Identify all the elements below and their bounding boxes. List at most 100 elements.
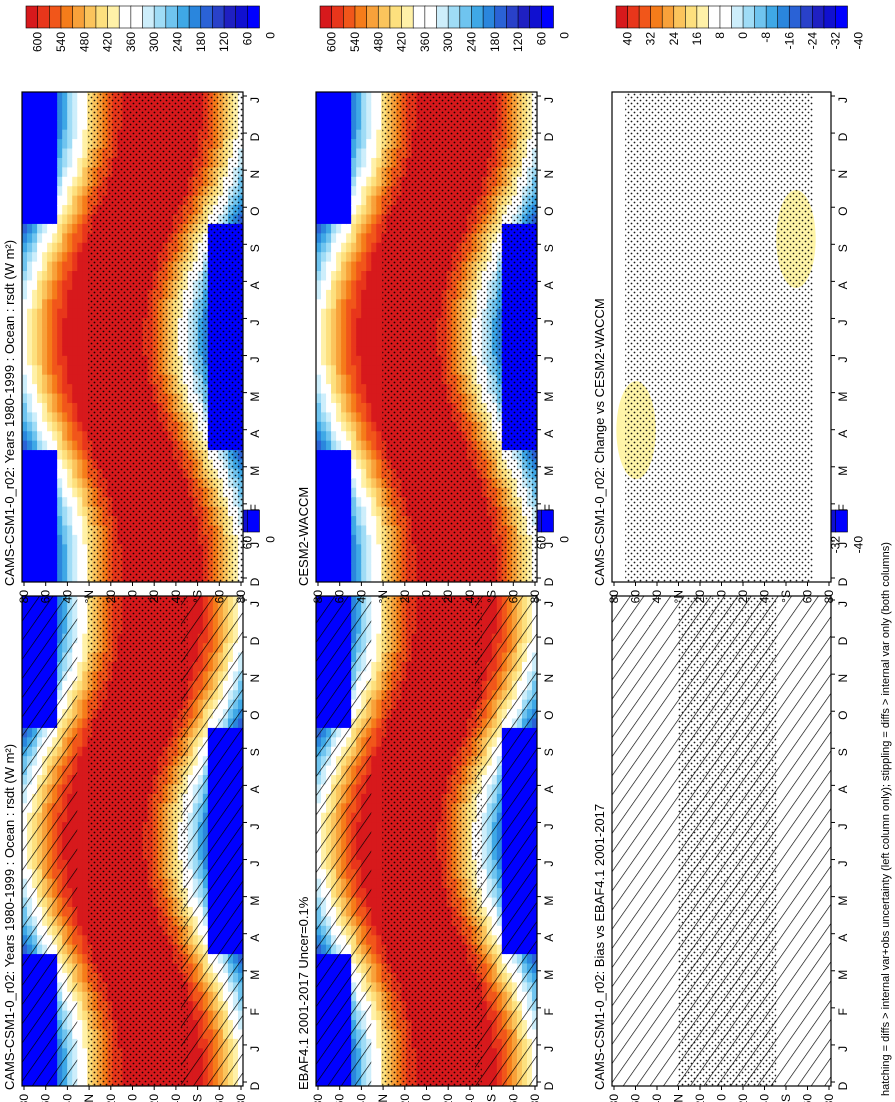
colorbar-tick-label: 600 — [325, 32, 339, 52]
colorbar-swatch — [247, 5, 260, 29]
colorbar-tick-label: 180 — [488, 32, 502, 52]
colorbar-swatch — [60, 5, 74, 29]
lat-tick-label: °S — [191, 1094, 205, 1102]
colorbar-swatch — [354, 5, 368, 29]
colorbar-swatch — [835, 509, 848, 533]
colorbar-swatch — [118, 5, 132, 29]
lat-tick-label: 40 — [60, 590, 74, 604]
colorbar-tick-label: 480 — [371, 32, 385, 52]
colorbar-swatch — [708, 5, 721, 29]
month-tick-label: M — [836, 466, 850, 476]
month-tick-label: M — [248, 970, 262, 980]
colorbar-tick-label: 0 — [558, 32, 572, 39]
lat-tick-label: °N — [82, 1094, 96, 1102]
month-tick-label: M — [542, 970, 556, 980]
panel-title: CAMS-CSM1-0_r02: Bias vs EBAF4.1 2001-20… — [592, 804, 607, 1090]
colorbar-tick-label: 120 — [217, 32, 231, 52]
month-tick-label: A — [248, 934, 262, 942]
lat-tick-label: 60 — [629, 590, 643, 604]
colorbar-swatch — [212, 5, 225, 29]
colorbar-swatch — [424, 5, 438, 29]
colorbar-tick-label: 420 — [395, 32, 409, 52]
lat-tick-label: 20 — [398, 1094, 412, 1102]
colorbar-swatch — [541, 509, 554, 533]
colorbar-swatch — [459, 5, 473, 29]
lat-tick-label: 40 — [758, 1094, 772, 1102]
lat-tick-label: 80 — [234, 1094, 248, 1102]
colorbar-tick-label: 0 — [264, 536, 278, 543]
colorbar-swatch — [389, 5, 403, 29]
colorbar-swatch — [835, 5, 848, 29]
month-tick-label: O — [836, 207, 850, 216]
lat-tick-label: 80 — [311, 590, 325, 604]
month-tick-label: F — [248, 504, 262, 511]
lat-tick-label: 60 — [506, 590, 520, 604]
month-tick-label: J — [836, 357, 850, 363]
month-tick-label: S — [836, 244, 850, 252]
colorbar-swatch — [627, 5, 640, 29]
colorbar-tick-label: -24 — [805, 32, 819, 50]
colorbar-swatch — [673, 5, 687, 29]
lat-tick-label: °S — [779, 590, 793, 603]
lat-tick-label: 20 — [147, 1094, 161, 1102]
colorbar-swatch — [812, 5, 825, 29]
colorbar-swatch — [436, 5, 449, 29]
lat-tick-label: 0 — [715, 590, 729, 597]
month-tick-label: D — [248, 577, 262, 586]
colorbar-tick-label: 540 — [348, 32, 362, 52]
lat-tick-label: 60 — [801, 1094, 815, 1102]
colorbar-tick-label: 540 — [54, 32, 68, 52]
lat-tick-label: 80 — [607, 1094, 621, 1102]
colorbar-swatch — [177, 5, 190, 29]
lat-tick-label: 60 — [39, 590, 53, 604]
colorbar-swatch — [541, 5, 554, 29]
panel-title: CAMS-CSM1-0_r02: Change vs CESM2-WACCM — [592, 298, 607, 586]
month-tick-label: D — [836, 577, 850, 586]
month-tick-label: D — [542, 577, 556, 586]
month-tick-label: D — [836, 132, 850, 141]
colorbar-swatch — [319, 5, 333, 29]
lat-tick-label: °N — [672, 1094, 686, 1102]
lat-tick-label: 60 — [333, 590, 347, 604]
lat-tick-label: 80 — [607, 590, 621, 604]
month-tick-label: J — [836, 319, 850, 325]
lat-tick-label: 80 — [822, 1094, 836, 1102]
panel-title: CESM2-WACCM — [296, 487, 311, 586]
lat-tick-label: °S — [485, 1094, 499, 1102]
lat-tick-label: °S — [485, 590, 499, 603]
colorbar-swatch — [506, 5, 519, 29]
colorbar-swatch — [471, 5, 484, 29]
lat-tick-label: 40 — [650, 1094, 664, 1102]
lat-tick-label: °N — [376, 1094, 390, 1102]
month-tick-label: N — [542, 674, 556, 683]
month-tick-label: J — [248, 97, 262, 103]
colorbar-tick-label: -32 — [828, 32, 842, 50]
lat-tick-label: °S — [191, 590, 205, 603]
month-tick-label: D — [542, 132, 556, 141]
lat-tick-label: 60 — [333, 1094, 347, 1102]
month-tick-label: N — [836, 674, 850, 683]
month-tick-label: J — [542, 823, 556, 829]
month-tick-label: A — [836, 934, 850, 942]
lat-tick-label: 20 — [441, 590, 455, 604]
lat-tick-label: 0 — [126, 1094, 140, 1101]
month-tick-label: J — [836, 542, 850, 548]
month-tick-label: A — [542, 281, 556, 289]
month-tick-label: A — [542, 430, 556, 438]
colorbar-swatch — [517, 5, 531, 29]
colorbar-tick-label: 480 — [77, 32, 91, 52]
month-tick-label: O — [836, 711, 850, 720]
colorbar-tick-label: 8 — [713, 32, 727, 39]
colorbar-swatch — [494, 5, 508, 29]
month-tick-label: M — [542, 896, 556, 906]
colorbar-swatch — [48, 5, 62, 29]
month-tick-label: S — [836, 748, 850, 756]
month-tick-label: J — [248, 823, 262, 829]
month-tick-label: A — [248, 430, 262, 438]
colorbar-tick-label: 240 — [170, 32, 184, 52]
colorbar-tick-label: 600 — [31, 32, 45, 52]
colorbar-swatch — [447, 5, 461, 29]
lat-tick-label: 80 — [528, 590, 542, 604]
colorbar-swatch — [235, 5, 249, 29]
lat-tick-label: 40 — [463, 590, 477, 604]
